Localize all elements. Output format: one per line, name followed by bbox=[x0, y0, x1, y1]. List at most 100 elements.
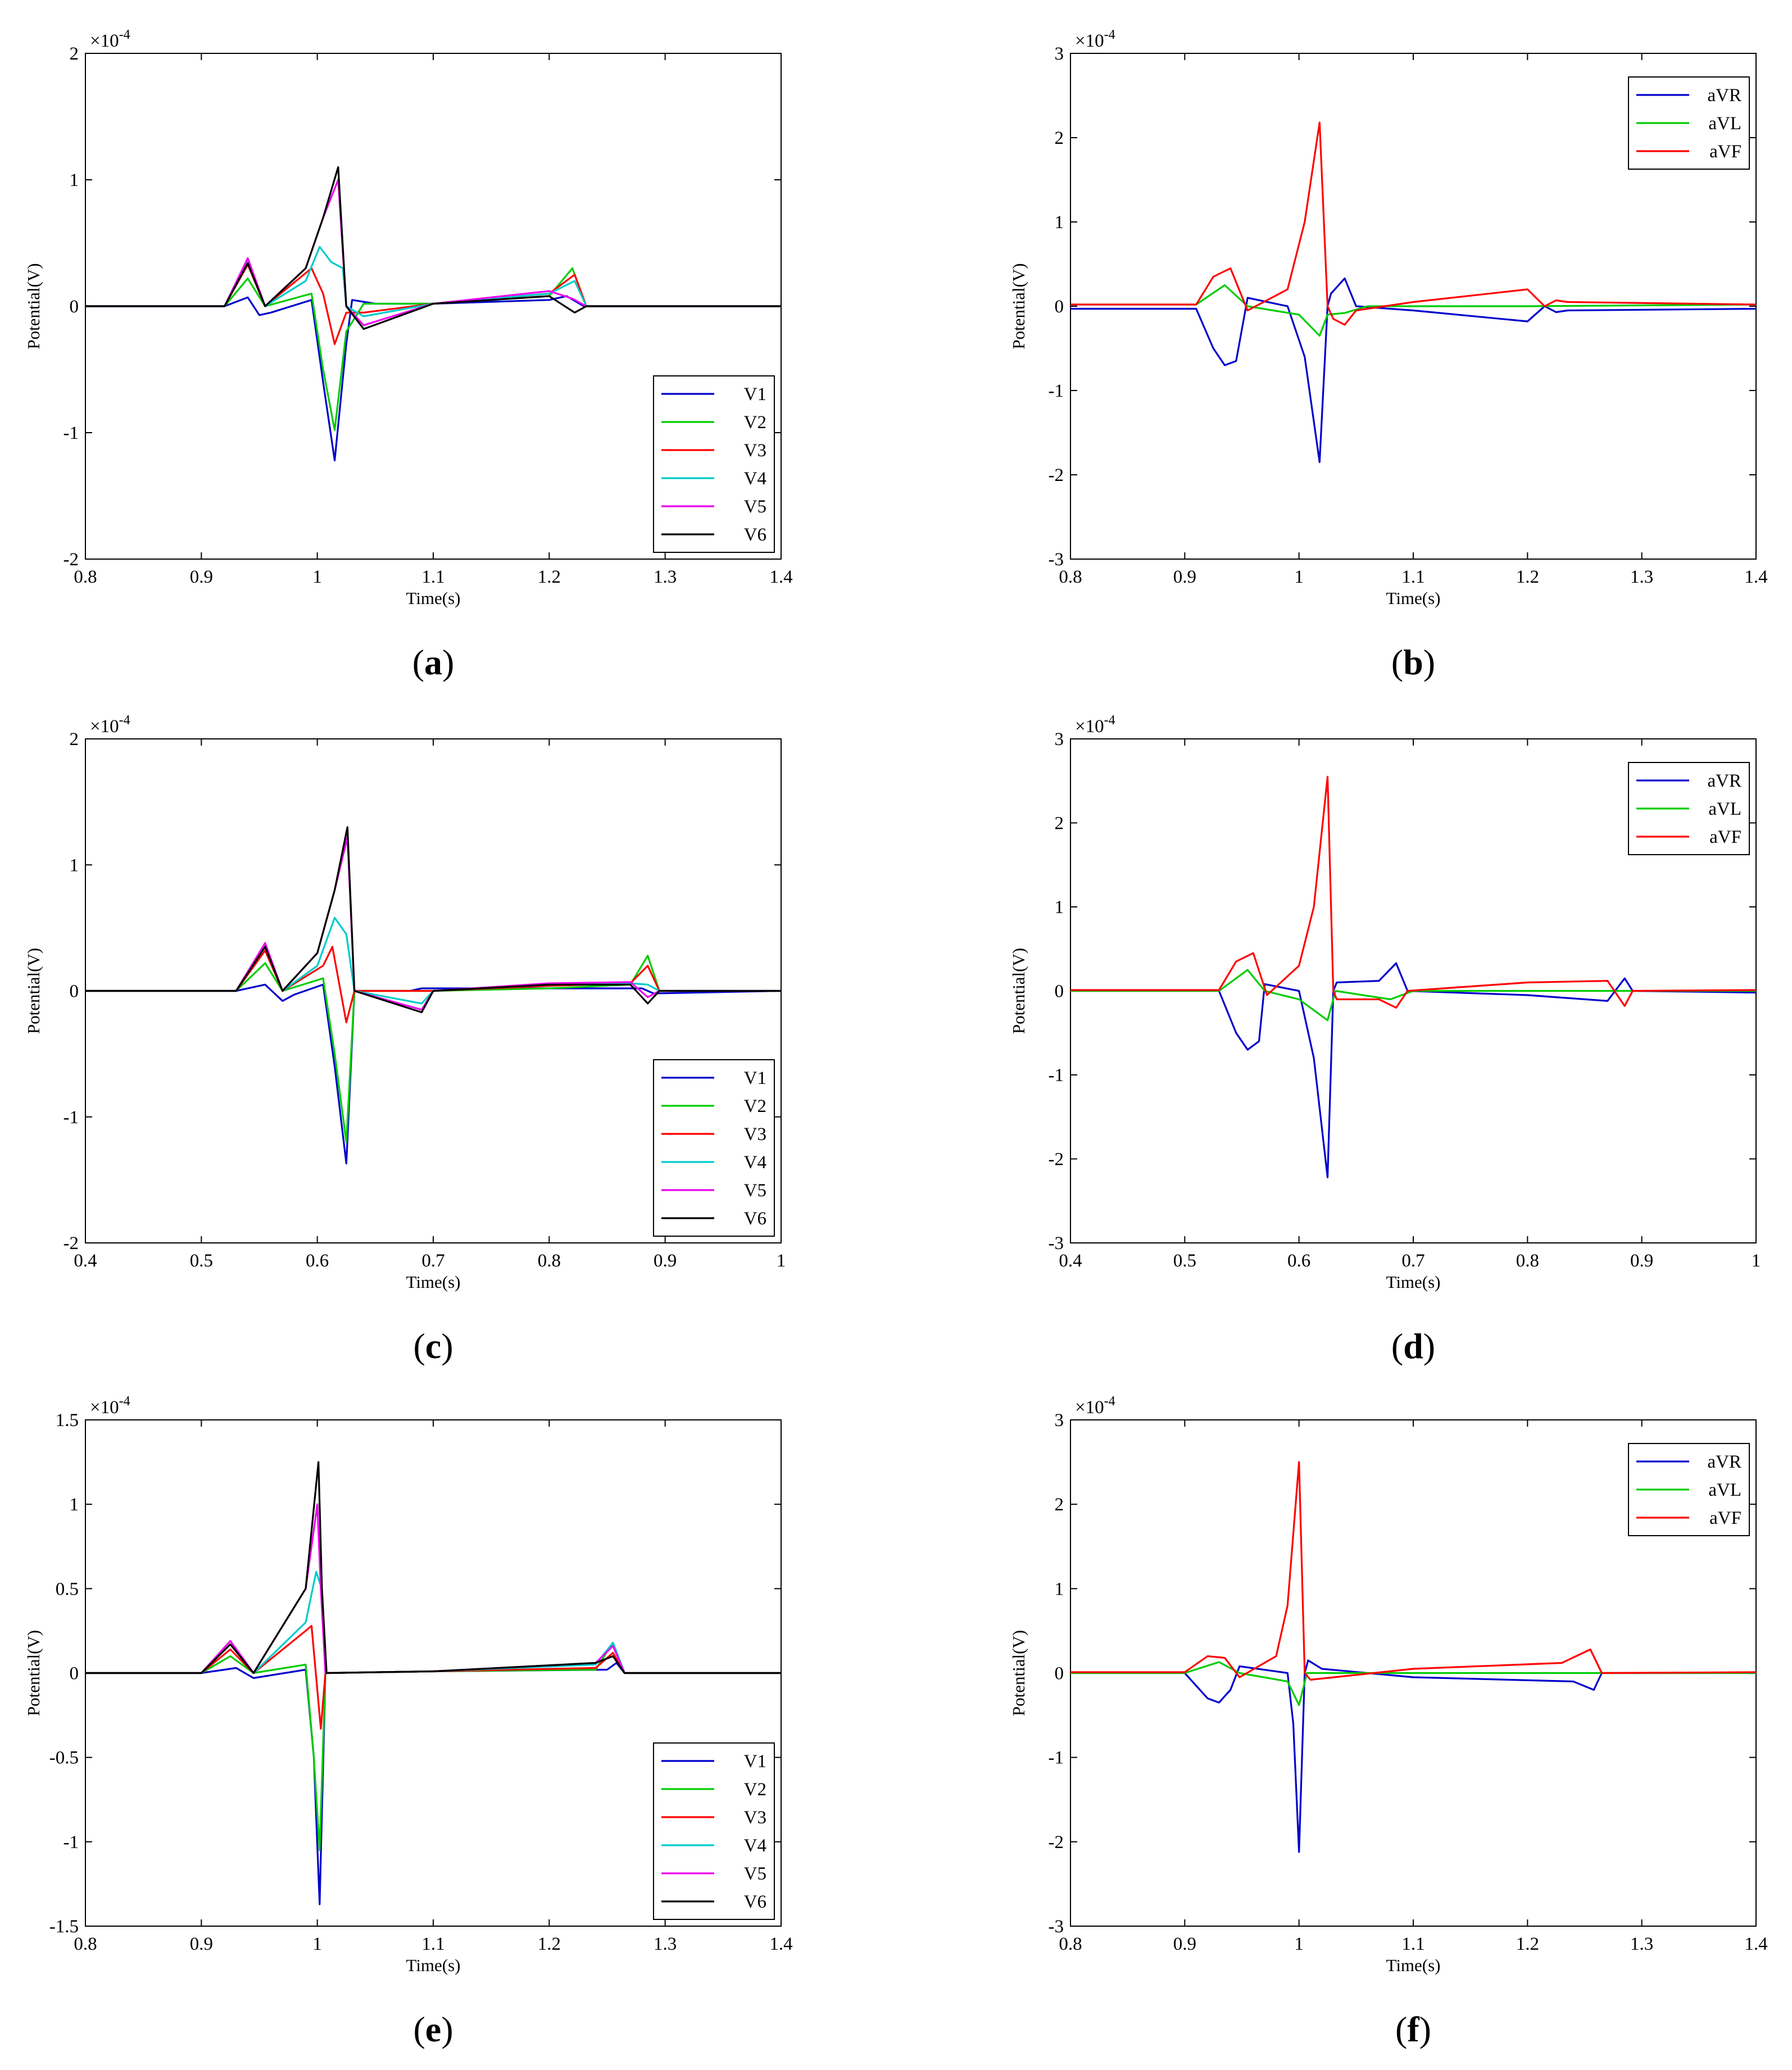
legend-label-v1: V1 bbox=[744, 1751, 766, 1772]
y-tick-label: 2 bbox=[1055, 1495, 1064, 1515]
y-tick-label: 3 bbox=[1055, 44, 1064, 64]
y-tick-label: 0 bbox=[70, 982, 79, 1002]
y-axis-label: Potential(V) bbox=[1009, 1630, 1028, 1716]
legend-label-v2: V2 bbox=[744, 412, 766, 433]
chart-panel-a: 0.8 0.9 1 1.1 1.2 1.3 1.4 -2 -1 0 1 2 ×10-4 Time(s) Po… bbox=[24, 28, 793, 682]
legend-label-v3: V3 bbox=[744, 441, 766, 461]
x-axis-label: Time(s) bbox=[1386, 1272, 1440, 1292]
x-tick-label: 0.6 bbox=[306, 1251, 329, 1271]
series-line-v1 bbox=[85, 1662, 781, 1905]
legend-label-v3: V3 bbox=[744, 1808, 766, 1828]
x-tick-label: 1.1 bbox=[421, 1934, 444, 1954]
y-axis-label: Potential(V) bbox=[24, 948, 43, 1034]
series-line-avl bbox=[1070, 284, 1756, 337]
x-tick-label: 1 bbox=[312, 1934, 322, 1954]
x-tick-label: 0.8 bbox=[1516, 1251, 1539, 1271]
y-tick-label: 3 bbox=[1055, 729, 1064, 750]
series-line-v1 bbox=[85, 983, 781, 1165]
x-tick-label: 1 bbox=[1294, 567, 1304, 587]
y-axis-label: Potential(V) bbox=[24, 263, 43, 349]
legend-label-v5: V5 bbox=[744, 1181, 766, 1201]
y-tick-label: -3 bbox=[1049, 550, 1064, 570]
y-tick-label: 1 bbox=[1055, 897, 1064, 918]
series-line-v3 bbox=[85, 946, 781, 1024]
x-tick-label: 1.1 bbox=[421, 567, 444, 587]
chart-panel-f: 0.8 0.9 1 1.1 1.2 1.3 1.4 -3 -2 -1 0 1 2 3 ×10-4 Time(s… bbox=[1009, 1394, 1768, 2049]
x-tick-label: 0.9 bbox=[654, 1251, 677, 1271]
y-tick-label: -1 bbox=[1049, 1065, 1064, 1086]
x-tick-label: 0.5 bbox=[190, 1251, 213, 1271]
panel-label: (c) bbox=[413, 1326, 453, 1366]
legend-label-v6: V6 bbox=[744, 525, 766, 545]
legend-label-avr: aVR bbox=[1708, 1452, 1742, 1472]
legend: aVR aVL aVF bbox=[1628, 1443, 1750, 1536]
legend-label-v1: V1 bbox=[744, 384, 766, 405]
y-tick-label: -1.5 bbox=[49, 1917, 79, 1937]
y-tick-label: 1 bbox=[70, 1495, 79, 1515]
y-tick-label: 1 bbox=[1055, 1579, 1064, 1599]
legend-label-v2: V2 bbox=[744, 1096, 766, 1116]
x-tick-label: 0.8 bbox=[74, 567, 97, 587]
x-tick-label: 1.2 bbox=[538, 1934, 561, 1954]
legend-label-v3: V3 bbox=[744, 1124, 766, 1145]
legend-label-avr: aVR bbox=[1708, 85, 1742, 106]
chart-panel-b: 0.8 0.9 1 1.1 1.2 1.3 1.4 -3 -2 -1 0 1 2 3 ×10-4 Time(s… bbox=[1009, 28, 1768, 682]
y-tick-label: 0 bbox=[1055, 1664, 1064, 1684]
x-tick-label: 0.9 bbox=[1630, 1251, 1653, 1271]
x-axis-label: Time(s) bbox=[406, 1272, 460, 1292]
legend-label-avl: aVL bbox=[1708, 1480, 1741, 1500]
legend-label-v2: V2 bbox=[744, 1780, 766, 1800]
y-tick-label: 0 bbox=[70, 297, 79, 317]
x-tick-label: 0.7 bbox=[1401, 1251, 1424, 1271]
legend: aVR aVL aVF bbox=[1628, 762, 1750, 855]
legend-label-avf: aVF bbox=[1709, 142, 1741, 162]
x-tick-label: 0.6 bbox=[1287, 1251, 1310, 1271]
y-tick-label: 0.5 bbox=[56, 1579, 79, 1599]
x-tick-label: 1.3 bbox=[654, 567, 677, 587]
x-axis-label: Time(s) bbox=[406, 1955, 460, 1975]
legend-label-v5: V5 bbox=[744, 1864, 766, 1884]
y-tick-label: -2 bbox=[1049, 1832, 1064, 1853]
chart-panel-e: 0.8 0.9 1 1.1 1.2 1.3 1.4 -1.5 -1 -0.5 0 0.5 1 1.5 ×10… bbox=[24, 1394, 793, 2049]
y-tick-label: 0 bbox=[1055, 982, 1064, 1002]
y-exponent-label: ×10-4 bbox=[1075, 713, 1115, 737]
y-axis-label: Potential(V) bbox=[1009, 263, 1028, 349]
legend-label-v5: V5 bbox=[744, 497, 766, 517]
y-tick-label: 2 bbox=[70, 44, 79, 64]
x-tick-label: 1.2 bbox=[1516, 1934, 1539, 1954]
legend-label-avf: aVF bbox=[1709, 1508, 1741, 1528]
y-exponent-label: ×10-4 bbox=[90, 28, 130, 51]
x-axis-label: Time(s) bbox=[1386, 1955, 1440, 1975]
x-tick-label: 1 bbox=[312, 567, 322, 587]
legend-label-avr: aVR bbox=[1708, 771, 1742, 791]
panel-label: (e) bbox=[413, 2009, 453, 2049]
y-tick-label: -1 bbox=[63, 1832, 79, 1853]
chart-panel-d: 0.4 0.5 0.6 0.7 0.8 0.9 1 -3 -2 -1 0 1 2 3 ×10-4 Time(s… bbox=[1009, 713, 1761, 1366]
series-line-v6 bbox=[85, 826, 781, 1014]
legend: V1 V2 V3 V4 V5 V6 bbox=[653, 1059, 775, 1237]
x-tick-label: 0.7 bbox=[421, 1251, 444, 1271]
y-tick-label: -1 bbox=[1049, 1748, 1064, 1768]
x-tick-label: 1.4 bbox=[769, 1934, 792, 1954]
y-tick-label: -1 bbox=[63, 1107, 79, 1128]
y-tick-label: -2 bbox=[63, 550, 79, 570]
legend-label-v1: V1 bbox=[744, 1068, 766, 1088]
x-tick-label: 0.9 bbox=[1173, 567, 1196, 587]
legend-box bbox=[653, 1742, 775, 1920]
series-line-v6 bbox=[85, 166, 781, 330]
panel-label: (f) bbox=[1395, 2009, 1431, 2049]
y-axis-label: Potential(V) bbox=[1009, 948, 1028, 1034]
x-tick-label: 0.8 bbox=[74, 1934, 97, 1954]
y-tick-label: 3 bbox=[1055, 1410, 1064, 1431]
x-tick-label: 0.9 bbox=[190, 567, 213, 587]
series-line-v3 bbox=[85, 1624, 781, 1730]
y-tick-label: 1.5 bbox=[56, 1410, 79, 1431]
series-line-avf bbox=[1070, 775, 1756, 1009]
legend-label-avf: aVF bbox=[1709, 827, 1741, 847]
y-tick-label: -2 bbox=[63, 1233, 79, 1254]
x-tick-label: 1 bbox=[1752, 1251, 1761, 1271]
y-exponent-label: ×10-4 bbox=[1075, 28, 1115, 51]
x-tick-label: 1.1 bbox=[1401, 1934, 1424, 1954]
x-tick-label: 0.4 bbox=[1059, 1251, 1082, 1271]
